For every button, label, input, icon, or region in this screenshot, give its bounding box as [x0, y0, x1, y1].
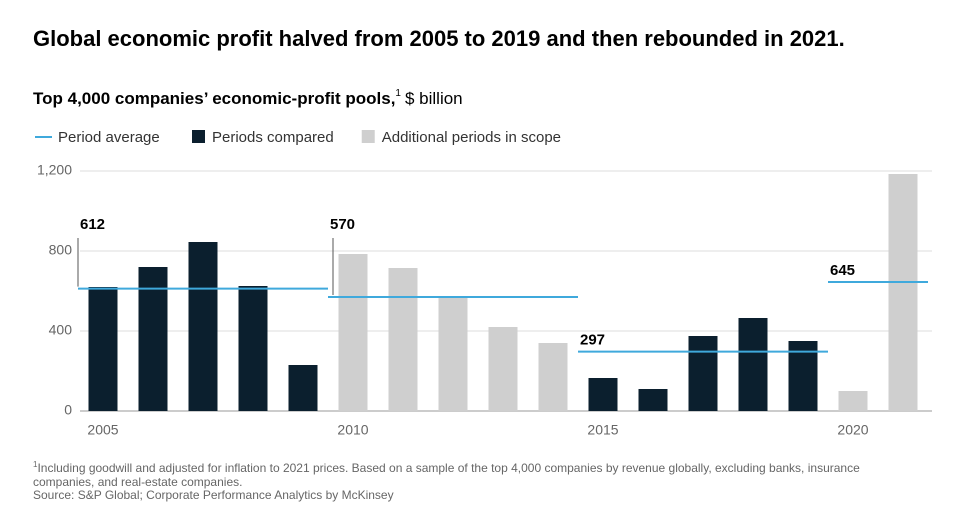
legend-label: Period average — [58, 129, 160, 146]
bar — [488, 327, 518, 411]
y-tick-label: 800 — [49, 242, 73, 258]
chart-title: Global economic profit halved from 2005 … — [33, 26, 845, 51]
bar — [388, 268, 418, 411]
bar — [438, 296, 468, 411]
bar — [838, 391, 868, 411]
footnote: 1Including goodwill and adjusted for inf… — [33, 458, 913, 489]
legend-swatch — [361, 130, 375, 143]
y-tick-label: 0 — [64, 402, 72, 418]
x-tick-label: 2015 — [587, 422, 618, 438]
bar — [738, 318, 768, 411]
average-label: 612 — [80, 216, 105, 233]
bar — [638, 389, 668, 411]
bar — [238, 286, 268, 411]
average-label: 297 — [580, 332, 605, 349]
legend-label: Periods compared — [212, 129, 334, 146]
bar — [688, 336, 718, 411]
subtitle: Top 4,000 companies’ economic-profit poo… — [33, 89, 395, 108]
bar — [538, 343, 568, 411]
legend-label: Additional periods in scope — [382, 129, 561, 146]
y-tick-label: 400 — [49, 322, 73, 338]
x-tick-label: 2005 — [87, 422, 118, 438]
bar — [588, 378, 618, 411]
average-label: 645 — [830, 262, 855, 279]
bar — [138, 267, 168, 411]
legend-swatch — [192, 130, 205, 143]
bar — [888, 174, 918, 411]
bar — [288, 365, 318, 411]
footnote-text: Including goodwill and adjusted for infl… — [33, 461, 860, 489]
bar — [188, 242, 218, 411]
chart-subtitle: Top 4,000 companies’ economic-profit poo… — [33, 88, 463, 109]
source: Source: S&P Global; Corporate Performanc… — [33, 488, 394, 502]
chart: Global economic profit halved from 2005 … — [33, 26, 932, 438]
average-label: 570 — [330, 216, 355, 233]
y-tick-label: 1,200 — [37, 162, 72, 178]
unit: $ billion — [405, 89, 463, 108]
bar — [338, 254, 368, 411]
bar — [88, 287, 118, 411]
footnote-marker: 1 — [33, 460, 38, 469]
x-tick-label: 2010 — [337, 422, 368, 438]
note-marker: 1 — [395, 88, 401, 99]
bar — [788, 341, 818, 411]
x-tick-label: 2020 — [837, 422, 868, 438]
